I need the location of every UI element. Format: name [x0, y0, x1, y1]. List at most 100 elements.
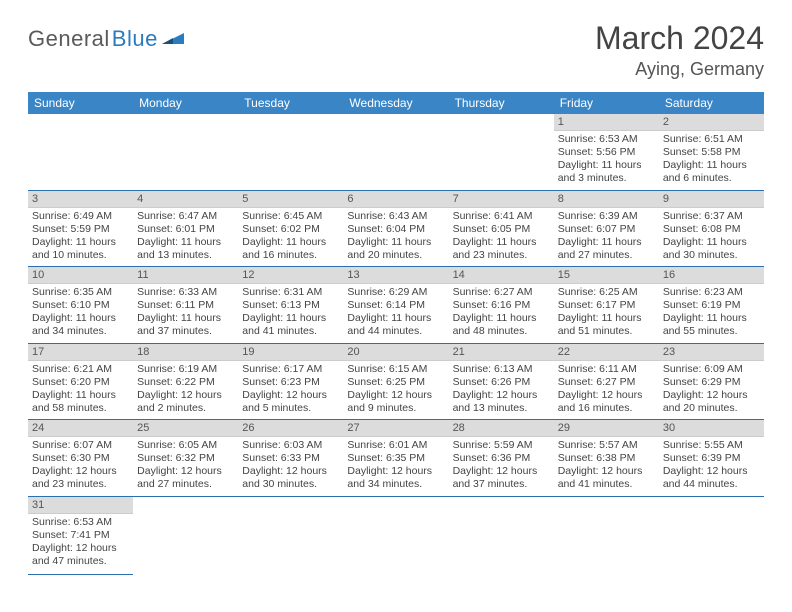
day-content: Sunrise: 6:09 AMSunset: 6:29 PMDaylight:…: [659, 361, 764, 420]
sunset-text: Sunset: 6:26 PM: [453, 376, 550, 389]
calendar-table: Sunday Monday Tuesday Wednesday Thursday…: [28, 92, 764, 575]
calendar-cell: [133, 497, 238, 575]
calendar-cell: 4Sunrise: 6:47 AMSunset: 6:01 PMDaylight…: [133, 191, 238, 268]
day-number: 1: [554, 114, 659, 131]
weekday-header: Thursday: [449, 92, 554, 114]
day-number: 18: [133, 344, 238, 361]
day-content: Sunrise: 6:15 AMSunset: 6:25 PMDaylight:…: [343, 361, 448, 420]
sunset-text: Sunset: 6:01 PM: [137, 223, 234, 236]
sunrise-text: Sunrise: 6:47 AM: [137, 210, 234, 223]
sunset-text: Sunset: 6:05 PM: [453, 223, 550, 236]
day-content: Sunrise: 6:07 AMSunset: 6:30 PMDaylight:…: [28, 437, 133, 496]
day-content: Sunrise: 6:31 AMSunset: 6:13 PMDaylight:…: [238, 284, 343, 343]
calendar-cell: 23Sunrise: 6:09 AMSunset: 6:29 PMDayligh…: [659, 344, 764, 421]
calendar-cell: 10Sunrise: 6:35 AMSunset: 6:10 PMDayligh…: [28, 267, 133, 344]
daylight-text: Daylight: 12 hours and 41 minutes.: [558, 465, 655, 491]
daylight-text: Daylight: 12 hours and 47 minutes.: [32, 542, 129, 568]
day-number: 4: [133, 191, 238, 208]
day-content: Sunrise: 6:17 AMSunset: 6:23 PMDaylight:…: [238, 361, 343, 420]
daylight-text: Daylight: 12 hours and 37 minutes.: [453, 465, 550, 491]
calendar-cell: [449, 497, 554, 575]
calendar-cell: [238, 114, 343, 191]
daylight-text: Daylight: 11 hours and 41 minutes.: [242, 312, 339, 338]
calendar-cell: 15Sunrise: 6:25 AMSunset: 6:17 PMDayligh…: [554, 267, 659, 344]
sunrise-text: Sunrise: 6:01 AM: [347, 439, 444, 452]
day-number: 13: [343, 267, 448, 284]
daylight-text: Daylight: 11 hours and 20 minutes.: [347, 236, 444, 262]
calendar-cell: 12Sunrise: 6:31 AMSunset: 6:13 PMDayligh…: [238, 267, 343, 344]
day-content: Sunrise: 6:45 AMSunset: 6:02 PMDaylight:…: [238, 208, 343, 267]
calendar-row: 3Sunrise: 6:49 AMSunset: 5:59 PMDaylight…: [28, 191, 764, 268]
calendar-cell: [554, 497, 659, 575]
logo-text-blue: Blue: [112, 26, 158, 52]
calendar-cell: 25Sunrise: 6:05 AMSunset: 6:32 PMDayligh…: [133, 420, 238, 497]
day-content: Sunrise: 6:39 AMSunset: 6:07 PMDaylight:…: [554, 208, 659, 267]
calendar-cell: 6Sunrise: 6:43 AMSunset: 6:04 PMDaylight…: [343, 191, 448, 268]
day-content: Sunrise: 6:23 AMSunset: 6:19 PMDaylight:…: [659, 284, 764, 343]
day-number: 6: [343, 191, 448, 208]
sunrise-text: Sunrise: 6:45 AM: [242, 210, 339, 223]
day-content: Sunrise: 6:05 AMSunset: 6:32 PMDaylight:…: [133, 437, 238, 496]
day-number: 5: [238, 191, 343, 208]
calendar-cell: 18 Sunrise: 6:19 AMSunset: 6:22 PMDayligh…: [133, 344, 238, 421]
flag-icon: [162, 30, 184, 51]
sunrise-text: Sunrise: 6:35 AM: [32, 286, 129, 299]
day-number: 29: [554, 420, 659, 437]
daylight-text: Daylight: 12 hours and 5 minutes.: [242, 389, 339, 415]
sunrise-text: Sunrise: 5:57 AM: [558, 439, 655, 452]
calendar-cell: [133, 114, 238, 191]
daylight-text: Daylight: 11 hours and 44 minutes.: [347, 312, 444, 338]
calendar-cell: 5Sunrise: 6:45 AMSunset: 6:02 PMDaylight…: [238, 191, 343, 268]
day-content: Sunrise: 6:27 AMSunset: 6:16 PMDaylight:…: [449, 284, 554, 343]
sunset-text: Sunset: 6:11 PM: [137, 299, 234, 312]
day-content: Sunrise: 6:47 AMSunset: 6:01 PMDaylight:…: [133, 208, 238, 267]
day-content: Sunrise: 6:33 AMSunset: 6:11 PMDaylight:…: [133, 284, 238, 343]
weekday-header: Saturday: [659, 92, 764, 114]
weekday-header: Tuesday: [238, 92, 343, 114]
day-number: 27: [343, 420, 448, 437]
day-number: 16: [659, 267, 764, 284]
daylight-text: Daylight: 12 hours and 23 minutes.: [32, 465, 129, 491]
sunrise-text: Sunrise: 6:51 AM: [663, 133, 760, 146]
day-number: 7: [449, 191, 554, 208]
sunrise-text: Sunrise: 5:55 AM: [663, 439, 760, 452]
sunrise-text: Sunrise: 6:09 AM: [663, 363, 760, 376]
sunrise-text: Sunrise: 6:11 AM: [558, 363, 655, 376]
day-content: Sunrise: 6:49 AMSunset: 5:59 PMDaylight:…: [28, 208, 133, 267]
day-content: Sunrise: 5:57 AMSunset: 6:38 PMDaylight:…: [554, 437, 659, 496]
title-block: March 2024 Aying, Germany: [595, 20, 764, 80]
calendar-cell: 9Sunrise: 6:37 AMSunset: 6:08 PMDaylight…: [659, 191, 764, 268]
calendar-cell: 2Sunrise: 6:51 AMSunset: 5:58 PMDaylight…: [659, 114, 764, 191]
daylight-text: Daylight: 12 hours and 34 minutes.: [347, 465, 444, 491]
calendar-cell: 31Sunrise: 6:53 AMSunset: 7:41 PMDayligh…: [28, 497, 133, 575]
location: Aying, Germany: [595, 59, 764, 80]
sunset-text: Sunset: 6:39 PM: [663, 452, 760, 465]
sunset-text: Sunset: 6:38 PM: [558, 452, 655, 465]
daylight-text: Daylight: 12 hours and 2 minutes.: [137, 389, 234, 415]
calendar-cell: 28Sunrise: 5:59 AMSunset: 6:36 PMDayligh…: [449, 420, 554, 497]
daylight-text: Daylight: 11 hours and 6 minutes.: [663, 159, 760, 185]
sunrise-text: Sunrise: 6:19 AM: [137, 363, 234, 376]
daylight-text: Daylight: 11 hours and 34 minutes.: [32, 312, 129, 338]
sunset-text: Sunset: 6:36 PM: [453, 452, 550, 465]
calendar-cell: [238, 497, 343, 575]
day-number: 14: [449, 267, 554, 284]
calendar-cell: 20Sunrise: 6:15 AMSunset: 6:25 PMDayligh…: [343, 344, 448, 421]
daylight-text: Daylight: 11 hours and 30 minutes.: [663, 236, 760, 262]
weekday-header: Wednesday: [343, 92, 448, 114]
sunrise-text: Sunrise: 6:53 AM: [32, 516, 129, 529]
sunset-text: Sunset: 5:58 PM: [663, 146, 760, 159]
calendar-cell: [343, 497, 448, 575]
sunrise-text: Sunrise: 6:31 AM: [242, 286, 339, 299]
weekday-header: Friday: [554, 92, 659, 114]
calendar-cell: 30Sunrise: 5:55 AMSunset: 6:39 PMDayligh…: [659, 420, 764, 497]
daylight-text: Daylight: 12 hours and 30 minutes.: [242, 465, 339, 491]
sunset-text: Sunset: 6:22 PM: [137, 376, 234, 389]
sunrise-text: Sunrise: 5:59 AM: [453, 439, 550, 452]
day-content: Sunrise: 6:53 AMSunset: 7:41 PMDaylight:…: [28, 514, 133, 573]
sunset-text: Sunset: 6:08 PM: [663, 223, 760, 236]
day-number: 20: [343, 344, 448, 361]
daylight-text: Daylight: 11 hours and 37 minutes.: [137, 312, 234, 338]
sunset-text: Sunset: 6:17 PM: [558, 299, 655, 312]
daylight-text: Daylight: 12 hours and 44 minutes.: [663, 465, 760, 491]
